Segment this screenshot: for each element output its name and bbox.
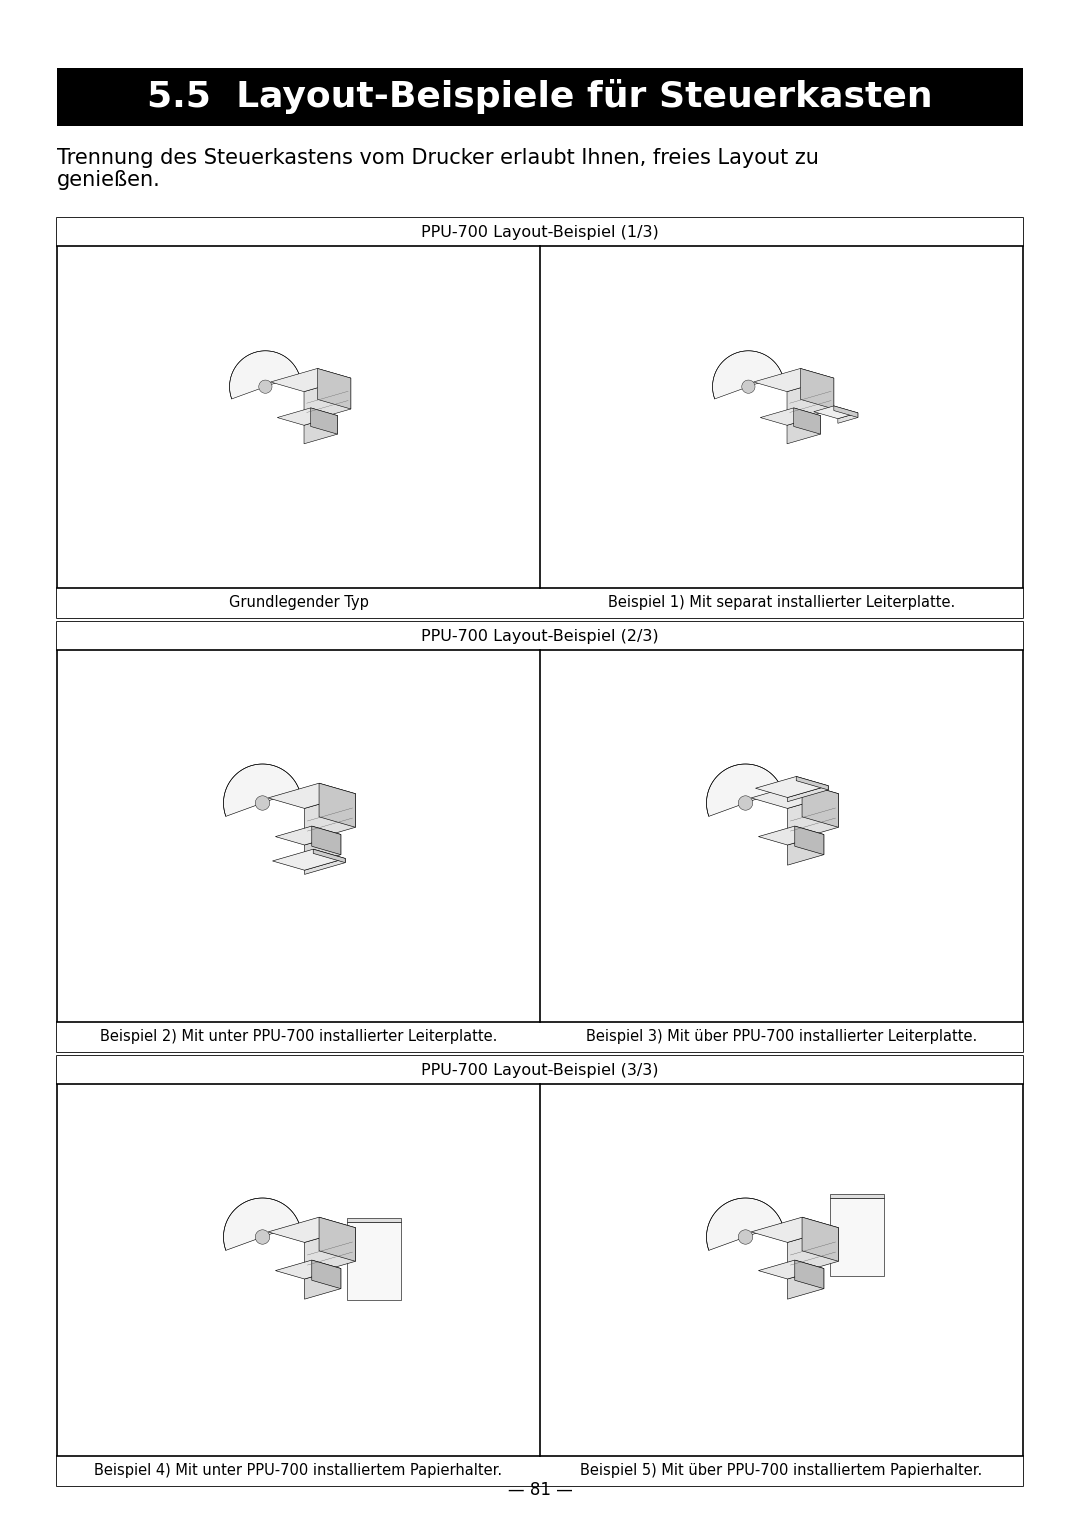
Text: Trennung des Steuerkastens vom Drucker erlaubt Ihnen, freies Layout zu: Trennung des Steuerkastens vom Drucker e… (57, 148, 819, 168)
Polygon shape (756, 777, 828, 798)
Polygon shape (278, 408, 337, 425)
Polygon shape (305, 1228, 355, 1277)
Polygon shape (758, 1260, 824, 1278)
Polygon shape (268, 783, 355, 809)
Polygon shape (795, 826, 824, 855)
Polygon shape (275, 826, 341, 846)
Polygon shape (800, 368, 834, 408)
Polygon shape (813, 405, 858, 419)
Polygon shape (794, 408, 821, 434)
Bar (57, 1057, 1023, 1084)
Bar (347, 1219, 401, 1222)
Polygon shape (224, 1199, 299, 1251)
Polygon shape (795, 1260, 824, 1289)
Polygon shape (303, 378, 351, 422)
Polygon shape (787, 416, 821, 443)
Polygon shape (311, 408, 337, 434)
Text: Beispiel 4) Mit unter PPU-700 installiertem Papierhalter.: Beispiel 4) Mit unter PPU-700 installier… (94, 1463, 502, 1479)
Polygon shape (787, 1228, 838, 1277)
Polygon shape (834, 405, 858, 417)
Polygon shape (758, 826, 824, 846)
Bar (829, 1199, 883, 1277)
Bar (57, 1021, 1023, 1052)
Polygon shape (303, 416, 337, 443)
Bar (57, 219, 1023, 246)
Polygon shape (312, 1260, 341, 1289)
Polygon shape (739, 1229, 753, 1245)
Polygon shape (802, 783, 838, 827)
Polygon shape (305, 858, 346, 875)
Polygon shape (751, 1217, 838, 1243)
Polygon shape (319, 1217, 355, 1261)
Text: Beispiel 3) Mit über PPU-700 installierter Leiterplatte.: Beispiel 3) Mit über PPU-700 installiert… (585, 1029, 977, 1044)
Polygon shape (275, 1260, 341, 1278)
Text: — 81 —: — 81 — (508, 1482, 572, 1498)
Text: 5.5  Layout-Beispiele für Steuerkasten: 5.5 Layout-Beispiele für Steuerkasten (147, 80, 933, 115)
Polygon shape (802, 1217, 838, 1261)
Polygon shape (259, 381, 272, 393)
Polygon shape (713, 350, 782, 399)
Polygon shape (268, 1217, 355, 1243)
Text: genießen.: genießen. (57, 170, 161, 190)
Bar (57, 1456, 1023, 1486)
Text: PPU-700 Layout-Beispiel (1/3): PPU-700 Layout-Beispiel (1/3) (421, 225, 659, 240)
Bar (57, 219, 1023, 618)
Polygon shape (255, 1229, 270, 1245)
Polygon shape (787, 378, 834, 422)
Polygon shape (230, 350, 299, 399)
Bar (829, 1194, 883, 1199)
Polygon shape (796, 777, 828, 790)
Polygon shape (312, 826, 341, 855)
Text: PPU-700 Layout-Beispiel (2/3): PPU-700 Layout-Beispiel (2/3) (421, 628, 659, 644)
Polygon shape (787, 835, 824, 865)
Polygon shape (787, 786, 828, 801)
Bar (57, 589, 1023, 618)
Polygon shape (224, 764, 299, 816)
Polygon shape (305, 835, 341, 865)
Polygon shape (760, 408, 821, 425)
Text: Beispiel 5) Mit über PPU-700 installiertem Papierhalter.: Beispiel 5) Mit über PPU-700 installiert… (580, 1463, 983, 1479)
Polygon shape (272, 849, 346, 870)
Polygon shape (271, 368, 351, 391)
Polygon shape (313, 849, 346, 862)
Polygon shape (838, 413, 858, 424)
Bar (57, 67, 1023, 125)
Text: PPU-700 Layout-Beispiel (3/3): PPU-700 Layout-Beispiel (3/3) (421, 1063, 659, 1078)
Polygon shape (706, 764, 782, 816)
Polygon shape (305, 794, 355, 842)
Polygon shape (742, 381, 755, 393)
Bar (57, 1057, 1023, 1486)
Polygon shape (305, 1269, 341, 1300)
Bar (347, 1222, 401, 1300)
Polygon shape (787, 794, 838, 842)
Polygon shape (319, 783, 355, 827)
Bar (57, 622, 1023, 650)
Polygon shape (706, 1199, 782, 1251)
Polygon shape (255, 795, 270, 810)
Text: Beispiel 1) Mit separat installierter Leiterplatte.: Beispiel 1) Mit separat installierter Le… (608, 595, 955, 610)
Polygon shape (754, 368, 834, 391)
Polygon shape (751, 783, 838, 809)
Text: Beispiel 2) Mit unter PPU-700 installierter Leiterplatte.: Beispiel 2) Mit unter PPU-700 installier… (99, 1029, 497, 1044)
Polygon shape (318, 368, 351, 408)
Polygon shape (739, 795, 753, 810)
Text: Grundlegender Typ: Grundlegender Typ (229, 595, 368, 610)
Bar (57, 622, 1023, 1052)
Polygon shape (787, 1269, 824, 1300)
